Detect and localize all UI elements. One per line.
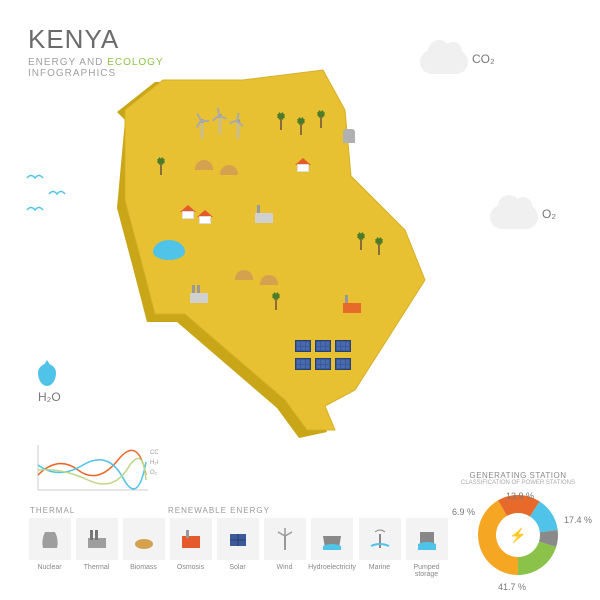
palm-tree-icon <box>355 230 367 250</box>
house-icon <box>197 210 213 224</box>
power-plant-icon <box>340 125 358 143</box>
legend-item-wind: Wind <box>263 518 306 578</box>
line-chart: CO₂ H₂O O₂ <box>28 440 158 500</box>
legend-item-marine: Marine <box>358 518 401 578</box>
wind-turbine-icon <box>195 115 209 139</box>
donut-chart: GENERATING STATION CLASSIFICATION OF POW… <box>458 471 578 580</box>
solar-panel-icon <box>335 340 351 352</box>
legend-item-solar: Solar <box>216 518 259 578</box>
wind-turbine-icon <box>231 115 245 139</box>
factory-icon <box>255 205 275 223</box>
svg-text:O₂: O₂ <box>150 470 158 476</box>
legend-item-thermal: Thermal <box>75 518 118 578</box>
palm-tree-icon <box>155 155 167 175</box>
title: KENYA <box>28 24 164 55</box>
wind-turbine-icon <box>213 110 227 134</box>
bird-icon <box>26 202 44 212</box>
palm-tree-icon <box>295 115 307 135</box>
svg-text:CO₂: CO₂ <box>150 450 158 456</box>
legend-item-biomass: Biomass <box>122 518 165 578</box>
solar-panel-icon <box>295 358 311 370</box>
solar-panel-icon <box>315 340 331 352</box>
solar-panel-icon <box>335 358 351 370</box>
bird-icon <box>26 170 44 180</box>
lake-icon <box>153 240 185 260</box>
palm-tree-icon <box>275 110 287 130</box>
solar-panel-icon <box>315 358 331 370</box>
legend-item-osmosis: Osmosis <box>169 518 212 578</box>
legend-item-hydroelectricity: Hydroelectricity <box>310 518 354 578</box>
palm-tree-icon <box>315 108 327 128</box>
factory-icon <box>190 285 210 303</box>
bolt-icon: ⚡ <box>503 520 533 550</box>
kenya-map <box>85 60 455 440</box>
factory-icon <box>343 295 363 313</box>
svg-text:H₂O: H₂O <box>150 460 158 466</box>
section-thermal: THERMAL <box>30 506 75 515</box>
legend-item-nuclear: Nuclear <box>28 518 71 578</box>
house-icon <box>295 158 311 172</box>
house-icon <box>180 205 196 219</box>
palm-tree-icon <box>373 235 385 255</box>
section-renewable: RENEWABLE ENERGY <box>168 506 270 515</box>
palm-tree-icon <box>270 290 282 310</box>
solar-panel-icon <box>295 340 311 352</box>
bird-icon <box>48 186 66 196</box>
h2o-indicator: H₂O <box>38 364 61 404</box>
legend-item-pumped-storage: Pumped storage <box>405 518 448 578</box>
o2-cloud: O₂ <box>490 205 538 229</box>
energy-legend: THERMAL RENEWABLE ENERGY NuclearThermalB… <box>28 518 448 590</box>
